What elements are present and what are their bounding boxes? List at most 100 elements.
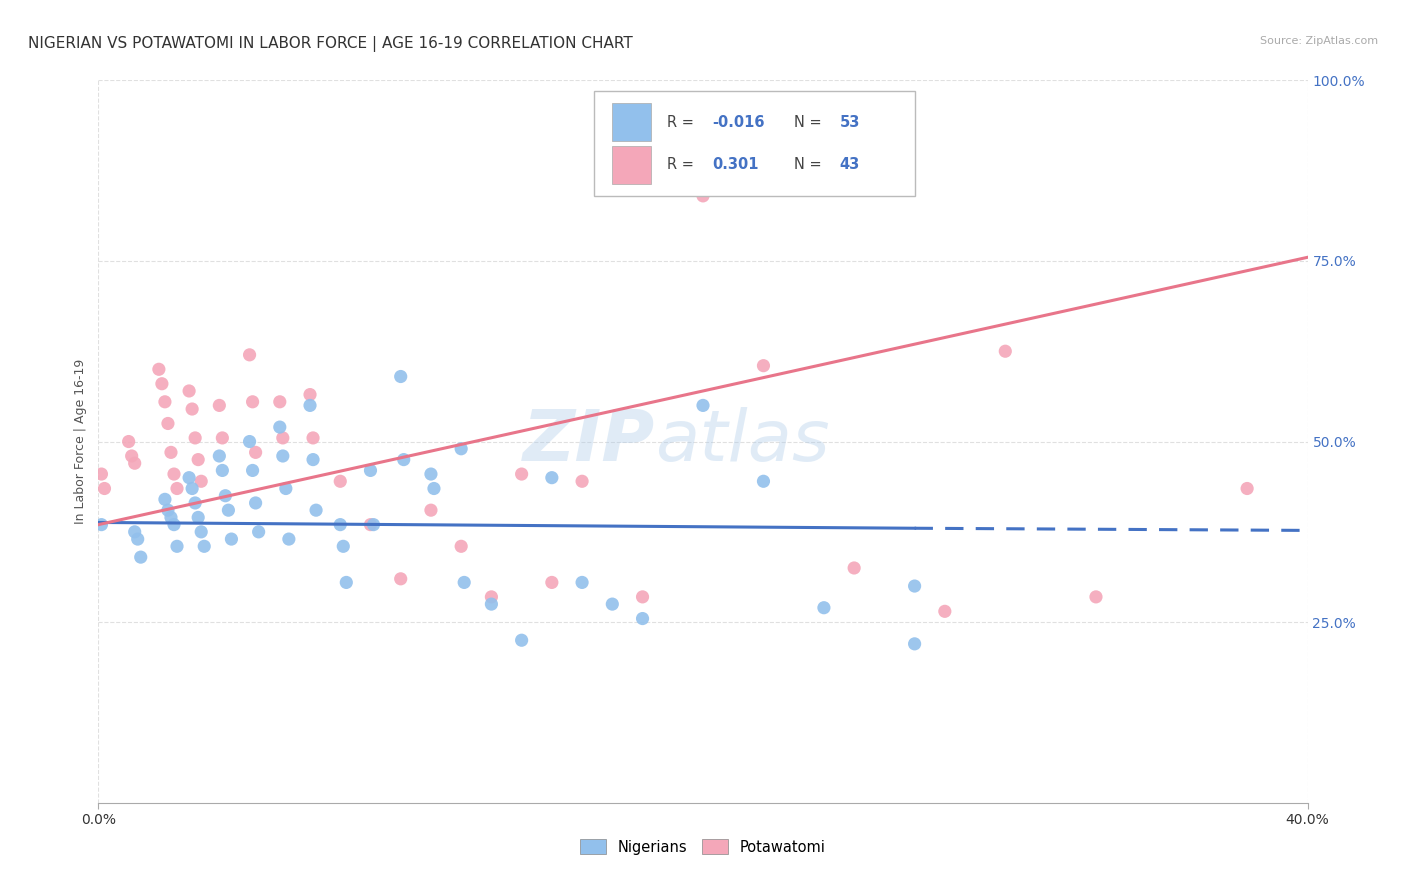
Point [363, 517, 385, 532]
Point [302, 431, 325, 445]
Point [245, 496, 267, 510]
Point [247, 524, 270, 539]
Text: R =: R = [666, 114, 699, 129]
Point [540, 575, 562, 590]
Point [163, 467, 186, 481]
Point [299, 387, 322, 401]
Point [392, 452, 415, 467]
Point [242, 394, 264, 409]
Point [184, 431, 207, 445]
Point [420, 467, 443, 481]
Point [571, 475, 593, 489]
Text: 43: 43 [839, 158, 860, 172]
Point [90, 517, 112, 532]
Point [631, 611, 654, 625]
Point [90, 467, 112, 481]
Point [329, 517, 352, 532]
Point [193, 539, 215, 553]
Text: R =: R = [666, 158, 699, 172]
Point [181, 402, 204, 417]
Point [239, 348, 262, 362]
Point [305, 503, 328, 517]
Point [187, 452, 209, 467]
Point [124, 524, 146, 539]
Point [160, 445, 183, 459]
Point [329, 475, 352, 489]
Point [752, 359, 775, 373]
Point [118, 434, 141, 449]
Point [271, 431, 294, 445]
Point [208, 449, 231, 463]
Point [602, 597, 624, 611]
Point [214, 489, 236, 503]
Point [389, 572, 412, 586]
Text: N =: N = [793, 158, 825, 172]
Point [217, 503, 239, 517]
Point [239, 434, 262, 449]
Point [1085, 590, 1108, 604]
Point [187, 510, 209, 524]
Point [844, 561, 866, 575]
Point [904, 637, 927, 651]
Point [450, 539, 472, 553]
Point [271, 449, 294, 463]
Point [124, 456, 146, 470]
Point [274, 482, 297, 496]
Point [269, 394, 291, 409]
Point [571, 575, 593, 590]
Point [150, 376, 173, 391]
Point [245, 445, 267, 459]
Point [179, 384, 201, 398]
Point [453, 575, 475, 590]
Point [184, 496, 207, 510]
Point [190, 524, 212, 539]
Point [121, 449, 143, 463]
Point [127, 532, 149, 546]
Point [148, 362, 170, 376]
Text: NIGERIAN VS POTAWATOMI IN LABOR FORCE | AGE 16-19 CORRELATION CHART: NIGERIAN VS POTAWATOMI IN LABOR FORCE | … [28, 36, 633, 52]
Point [510, 467, 533, 481]
Point [360, 517, 382, 532]
Text: atlas: atlas [655, 407, 830, 476]
Point [813, 600, 835, 615]
Point [179, 470, 201, 484]
Point [163, 517, 186, 532]
Point [299, 398, 322, 412]
Point [208, 398, 231, 412]
Point [420, 503, 443, 517]
Point [631, 590, 654, 604]
Point [221, 532, 243, 546]
Point [153, 394, 176, 409]
Point [269, 420, 291, 434]
Point [166, 539, 188, 553]
Point [450, 442, 472, 456]
Point [166, 482, 188, 496]
Point [752, 475, 775, 489]
Point [211, 431, 233, 445]
Point [129, 550, 152, 565]
Point [692, 189, 714, 203]
Point [481, 597, 503, 611]
Text: -0.016: -0.016 [713, 114, 765, 129]
Point [423, 482, 446, 496]
Point [181, 482, 204, 496]
FancyBboxPatch shape [613, 103, 651, 141]
Point [211, 463, 233, 477]
Point [156, 503, 179, 517]
FancyBboxPatch shape [613, 146, 651, 184]
Point [153, 492, 176, 507]
Legend: Nigerians, Potawatomi: Nigerians, Potawatomi [574, 833, 832, 861]
Point [540, 470, 562, 484]
Y-axis label: In Labor Force | Age 16-19: In Labor Force | Age 16-19 [75, 359, 87, 524]
Point [481, 590, 503, 604]
Point [332, 539, 354, 553]
Point [335, 575, 357, 590]
Point [93, 482, 115, 496]
Point [302, 452, 325, 467]
Point [190, 475, 212, 489]
FancyBboxPatch shape [595, 91, 915, 196]
Point [934, 604, 956, 618]
Point [360, 463, 382, 477]
Point [510, 633, 533, 648]
Point [904, 579, 927, 593]
